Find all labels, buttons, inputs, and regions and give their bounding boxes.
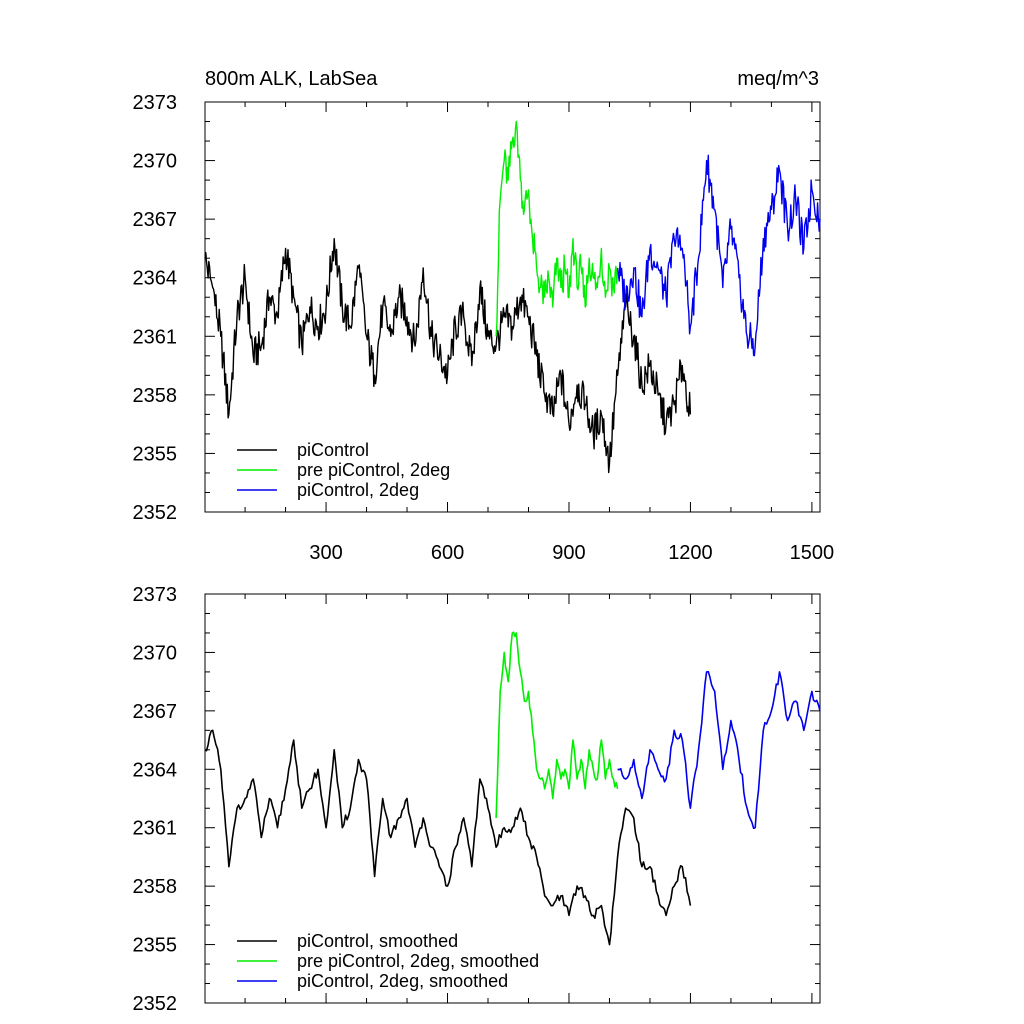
y-tick-label: 2367 bbox=[133, 209, 178, 231]
series-line-picontrol bbox=[204, 238, 692, 474]
x-tick-label: 600 bbox=[431, 542, 464, 564]
y-tick-label: 2370 bbox=[133, 151, 178, 173]
plot-frame bbox=[204, 593, 821, 1004]
x-tick-label: 1500 bbox=[790, 542, 835, 564]
x-tick-label: 900 bbox=[552, 542, 585, 564]
x-tick-label: 300 bbox=[309, 542, 342, 564]
legend-label: piControl bbox=[297, 440, 369, 460]
series-line-pre-picontrol-2deg bbox=[495, 120, 619, 337]
legend-label: piControl, 2deg bbox=[297, 480, 419, 500]
y-tick-label: 2364 bbox=[133, 759, 178, 781]
panel-title-left: 800m ALK, LabSea bbox=[205, 68, 378, 90]
legend-label: pre piControl, 2deg bbox=[297, 460, 450, 480]
panel-bottom: 2352 2355 2358 2361 2364 2367 2370 2373 piContro… bbox=[133, 584, 821, 1015]
y-tick-label: 2361 bbox=[133, 326, 178, 348]
y-tick-label: 2361 bbox=[133, 818, 178, 840]
legend-label: piControl, smoothed bbox=[297, 931, 458, 951]
y-tick-label: 2373 bbox=[133, 584, 178, 606]
y-tick-label: 2358 bbox=[133, 385, 178, 407]
panel-top: 800m ALK, LabSea meq/m^3 2352 2355 2358 236… bbox=[133, 68, 835, 564]
y-tick-label: 2355 bbox=[133, 443, 178, 465]
series-line-pre-picontrol-2deg-smoothed bbox=[495, 631, 619, 819]
x-tick-label: 1200 bbox=[668, 542, 713, 564]
series-line-picontrol-smoothed bbox=[204, 729, 692, 946]
y-tick-label: 2364 bbox=[133, 268, 178, 290]
plot-frame bbox=[204, 101, 821, 513]
y-tick-label: 2355 bbox=[133, 935, 178, 957]
series-line-picontrol-2deg bbox=[616, 154, 821, 357]
legend-label: piControl, 2deg, smoothed bbox=[297, 971, 508, 991]
y-tick-label: 2367 bbox=[133, 701, 178, 723]
y-tick-label: 2352 bbox=[133, 993, 178, 1015]
series-line-picontrol-2deg-smoothed bbox=[617, 670, 821, 830]
panel-units-label: meq/m^3 bbox=[737, 68, 819, 90]
y-tick-label: 2358 bbox=[133, 876, 178, 898]
y-tick-label: 2373 bbox=[133, 92, 178, 114]
y-tick-label: 2352 bbox=[133, 502, 178, 524]
legend-label: pre piControl, 2deg, smoothed bbox=[297, 951, 539, 971]
y-tick-label: 2370 bbox=[133, 642, 178, 664]
